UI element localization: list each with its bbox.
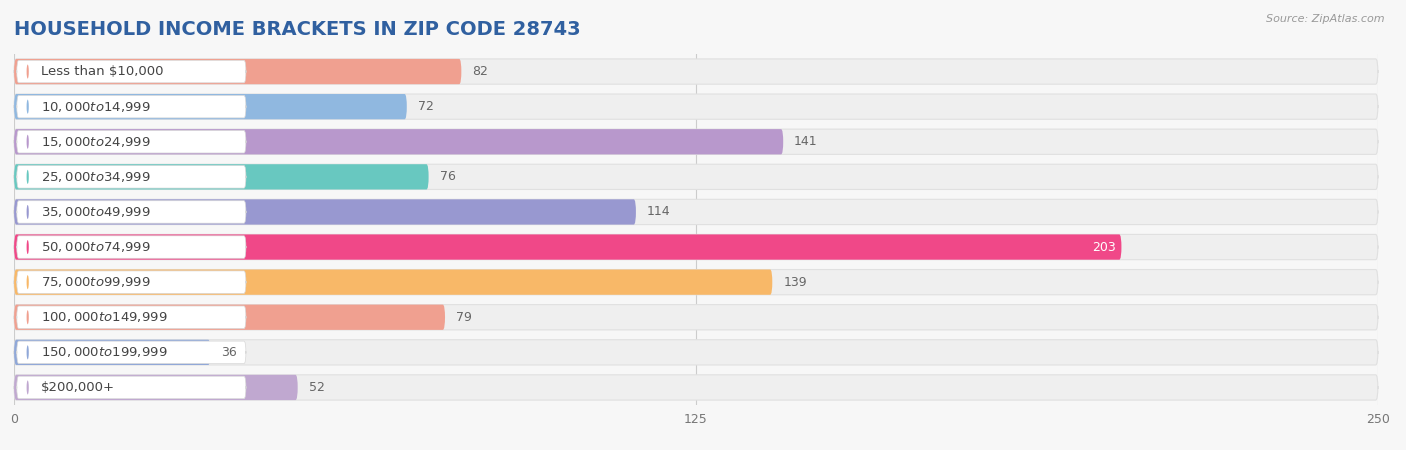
FancyBboxPatch shape xyxy=(14,340,1378,365)
Text: $200,000+: $200,000+ xyxy=(41,381,115,394)
FancyBboxPatch shape xyxy=(14,129,783,154)
Text: 139: 139 xyxy=(783,276,807,288)
Circle shape xyxy=(27,380,28,395)
FancyBboxPatch shape xyxy=(14,234,1122,260)
Text: Less than $10,000: Less than $10,000 xyxy=(41,65,165,78)
Text: 76: 76 xyxy=(440,171,456,183)
FancyBboxPatch shape xyxy=(17,341,246,364)
Circle shape xyxy=(27,310,28,324)
Circle shape xyxy=(27,275,28,289)
Text: 114: 114 xyxy=(647,206,671,218)
Circle shape xyxy=(27,240,28,254)
FancyBboxPatch shape xyxy=(14,375,1378,400)
Circle shape xyxy=(27,205,28,219)
Text: $150,000 to $199,999: $150,000 to $199,999 xyxy=(41,345,167,360)
FancyBboxPatch shape xyxy=(17,236,246,258)
Text: 72: 72 xyxy=(418,100,433,113)
Text: 141: 141 xyxy=(794,135,818,148)
FancyBboxPatch shape xyxy=(14,59,461,84)
Text: $50,000 to $74,999: $50,000 to $74,999 xyxy=(41,240,150,254)
FancyBboxPatch shape xyxy=(14,129,1378,154)
FancyBboxPatch shape xyxy=(17,376,246,399)
Circle shape xyxy=(27,345,28,360)
Circle shape xyxy=(27,99,28,114)
FancyBboxPatch shape xyxy=(14,94,406,119)
FancyBboxPatch shape xyxy=(14,305,1378,330)
FancyBboxPatch shape xyxy=(14,270,1378,295)
Text: $15,000 to $24,999: $15,000 to $24,999 xyxy=(41,135,150,149)
FancyBboxPatch shape xyxy=(14,375,298,400)
Text: $25,000 to $34,999: $25,000 to $34,999 xyxy=(41,170,150,184)
FancyBboxPatch shape xyxy=(14,164,1378,189)
Text: 82: 82 xyxy=(472,65,488,78)
Text: 52: 52 xyxy=(309,381,325,394)
Text: Source: ZipAtlas.com: Source: ZipAtlas.com xyxy=(1267,14,1385,23)
Text: 79: 79 xyxy=(456,311,472,324)
FancyBboxPatch shape xyxy=(14,234,1378,260)
Text: $10,000 to $14,999: $10,000 to $14,999 xyxy=(41,99,150,114)
Text: 203: 203 xyxy=(1092,241,1116,253)
Text: $100,000 to $149,999: $100,000 to $149,999 xyxy=(41,310,167,324)
Text: $75,000 to $99,999: $75,000 to $99,999 xyxy=(41,275,150,289)
FancyBboxPatch shape xyxy=(17,271,246,293)
FancyBboxPatch shape xyxy=(14,59,1378,84)
Text: HOUSEHOLD INCOME BRACKETS IN ZIP CODE 28743: HOUSEHOLD INCOME BRACKETS IN ZIP CODE 28… xyxy=(14,19,581,39)
Text: 36: 36 xyxy=(221,346,238,359)
FancyBboxPatch shape xyxy=(17,95,246,118)
FancyBboxPatch shape xyxy=(14,340,211,365)
FancyBboxPatch shape xyxy=(17,201,246,223)
FancyBboxPatch shape xyxy=(17,166,246,188)
FancyBboxPatch shape xyxy=(14,199,1378,225)
Circle shape xyxy=(27,64,28,79)
FancyBboxPatch shape xyxy=(17,306,246,328)
FancyBboxPatch shape xyxy=(14,199,636,225)
Text: $35,000 to $49,999: $35,000 to $49,999 xyxy=(41,205,150,219)
Circle shape xyxy=(27,135,28,149)
FancyBboxPatch shape xyxy=(14,305,446,330)
FancyBboxPatch shape xyxy=(14,94,1378,119)
FancyBboxPatch shape xyxy=(17,60,246,83)
FancyBboxPatch shape xyxy=(14,270,772,295)
FancyBboxPatch shape xyxy=(17,130,246,153)
FancyBboxPatch shape xyxy=(14,164,429,189)
Circle shape xyxy=(27,170,28,184)
